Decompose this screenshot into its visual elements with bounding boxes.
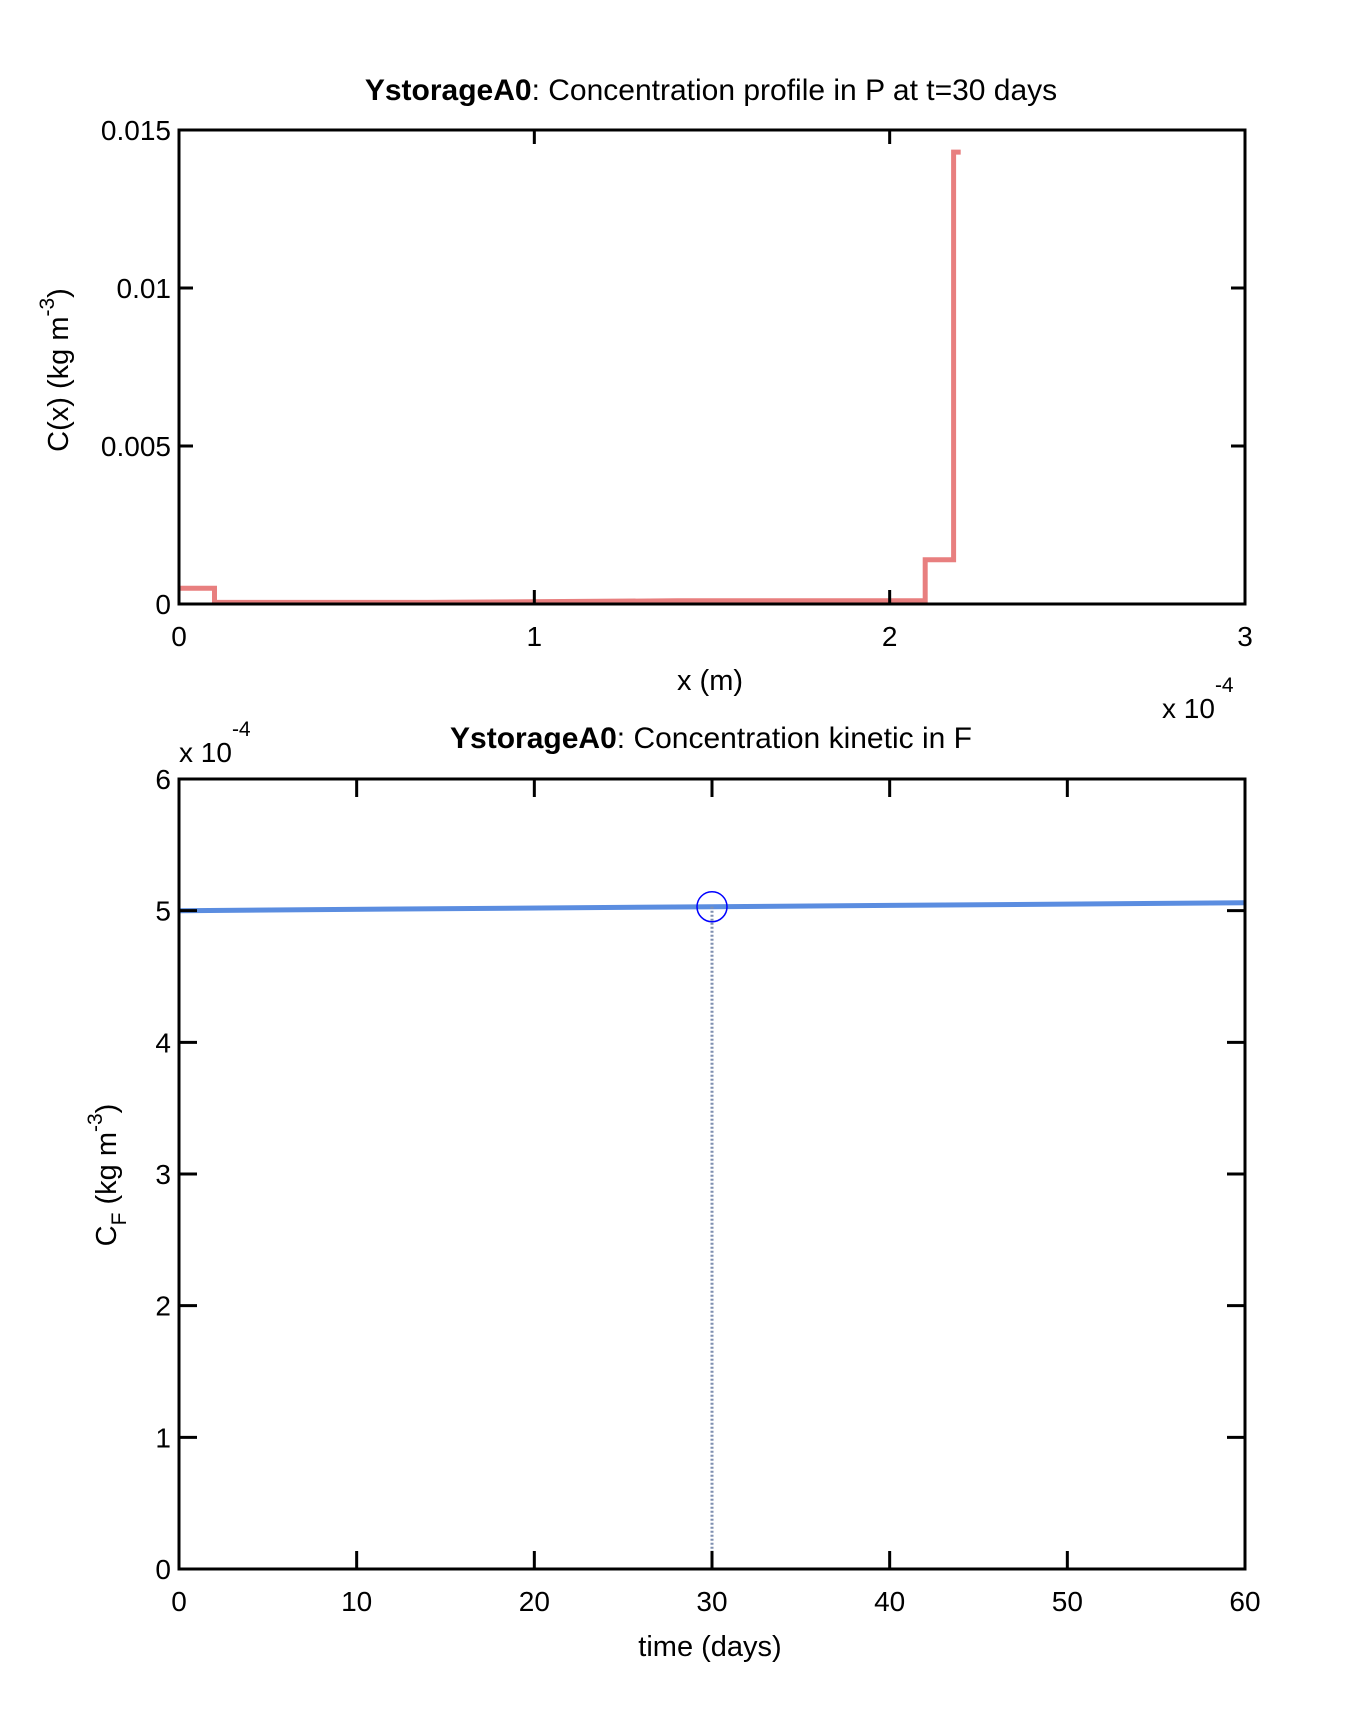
plot2-ytick-label: 6	[155, 764, 171, 795]
plot2-ytick-label: 4	[155, 1027, 171, 1058]
plot2-y-axis-label-sub: F	[108, 1213, 131, 1226]
plot1-y-axis-label: C(x) (kg m-3)	[36, 288, 75, 452]
plot2-title-rest: : Concentration kinetic in F	[617, 722, 972, 755]
plot1-x-axis-label: x (m)	[677, 665, 743, 697]
plot1-axes-box	[177, 128, 1247, 606]
plot2-xtick-label: 10	[341, 1586, 372, 1617]
plot2-title-bold: YstorageA0	[450, 722, 617, 755]
plot2-y-multiplier-exp: -4	[232, 718, 251, 741]
plot1-series-line	[179, 149, 961, 605]
plot1-ytick-label: 0.015	[101, 115, 171, 146]
plot2-ytick-label: 0	[155, 1554, 171, 1585]
concentration-kinetic-plot: YstorageA0: Concentration kinetic in F x…	[84, 718, 1261, 1663]
plot1-xtick-label: 2	[882, 621, 898, 652]
plot1-ytick-label: 0.01	[117, 273, 172, 304]
plot2-ytick-label: 1	[155, 1422, 171, 1453]
plot2-y-axis-label-base: C	[91, 1225, 123, 1246]
plot1-series-layer	[179, 149, 961, 605]
plot2-xtick-label: 0	[171, 1586, 187, 1617]
plot2-xtick-label: 30	[696, 1586, 727, 1617]
plot2-ticks: 0 10 20 30 40 50 60 0 1 2 3 4 5 6	[155, 764, 1260, 1617]
plot2-y-multiplier: x 10-4	[179, 718, 251, 768]
plot2-series-layer	[178, 890, 1246, 1569]
plot2-axes-box	[177, 777, 1247, 1571]
plot2-y-axis-label-rest: (kg m	[91, 1132, 123, 1213]
plot1-ytick-label: 0.005	[101, 431, 171, 462]
plot2-y-axis-label-sup: -3	[84, 1113, 107, 1132]
plot2-current-time-marker	[696, 890, 728, 923]
plot2-ytick-label: 2	[155, 1291, 171, 1322]
plot1-y-axis-label-close: )	[43, 288, 75, 298]
plot1-title-rest: : Concentration profile in P at t=30 day…	[532, 74, 1058, 107]
plot1-x-multiplier-exp: -4	[1215, 674, 1234, 697]
plot2-ytick-label: 3	[155, 1159, 171, 1190]
plot2-y-multiplier-base: x 10	[179, 737, 232, 768]
plot2-xtick-label: 20	[519, 1586, 550, 1617]
plot2-ytick-label: 5	[155, 896, 171, 927]
plot1-y-axis-label-sup: -3	[36, 298, 59, 317]
plot1-x-multiplier-base: x 10	[1162, 693, 1215, 724]
plot2-title: YstorageA0: Concentration kinetic in F	[450, 722, 972, 755]
plot1-ticks: 0 1 2 3 0 0.005 0.01 0.015	[101, 115, 1253, 652]
plot2-series-line	[178, 900, 1246, 914]
plot2-xtick-label: 50	[1052, 1586, 1083, 1617]
plot2-xtick-label: 60	[1229, 1586, 1260, 1617]
plot1-y-axis-label-base: C(x) (kg m	[43, 317, 75, 452]
plot1-xtick-label: 3	[1237, 621, 1253, 652]
concentration-profile-plot: YstorageA0: Concentration profile in P a…	[36, 74, 1253, 724]
plot1-x-multiplier: x 10-4	[1162, 674, 1234, 724]
plot1-xtick-label: 0	[171, 621, 187, 652]
plot2-y-axis-label-close: )	[91, 1104, 123, 1114]
plot1-title: YstorageA0: Concentration profile in P a…	[365, 74, 1057, 107]
plot2-y-axis-label: CF (kg m-3)	[84, 1104, 131, 1247]
plot2-xtick-label: 40	[874, 1586, 905, 1617]
plot1-xtick-label: 1	[527, 621, 543, 652]
plot2-x-axis-label: time (days)	[638, 1631, 781, 1663]
plot1-title-bold: YstorageA0	[365, 74, 532, 107]
plot1-ytick-label: 0	[155, 589, 171, 620]
